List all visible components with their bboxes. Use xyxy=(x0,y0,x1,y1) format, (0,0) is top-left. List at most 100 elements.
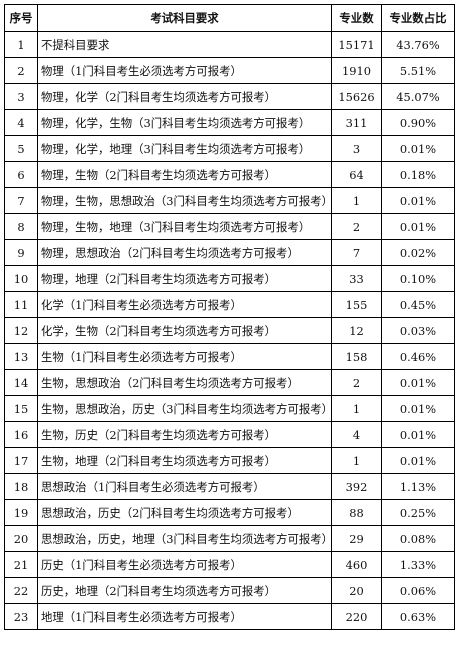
major-count-cell: 460 xyxy=(331,551,382,578)
row-index-cell: 21 xyxy=(4,551,38,578)
major-count-cell: 64 xyxy=(331,161,382,188)
subject-requirement-cell: 物理，地理（2门科目考生均须选考方可报考） xyxy=(37,265,332,292)
header-major-ratio: 专业数占比 xyxy=(381,4,455,32)
table-row: 2 物理（1门科目考生必须选考方可报考） 1910 5.51% xyxy=(4,57,455,84)
major-count-cell: 33 xyxy=(331,265,382,292)
major-ratio-cell: 0.18% xyxy=(381,161,455,188)
major-count-cell: 1 xyxy=(331,395,382,422)
subject-requirement-cell: 生物，思想政治（2门科目考生均须选考方可报考） xyxy=(37,369,332,396)
subject-requirement-cell: 物理，化学，地理（3门科目考生均须选考方可报考） xyxy=(37,135,332,162)
major-ratio-cell: 0.03% xyxy=(381,317,455,344)
table-row: 11 化学（1门科目考生必须选考方可报考） 155 0.45% xyxy=(4,291,455,318)
row-index-cell: 10 xyxy=(4,265,38,292)
row-index-cell: 7 xyxy=(4,187,38,214)
subject-requirement-cell: 物理（1门科目考生必须选考方可报考） xyxy=(37,57,332,84)
subject-requirement-cell: 物理，思想政治（2门科目考生均须选考方可报考） xyxy=(37,239,332,266)
row-index-cell: 15 xyxy=(4,395,38,422)
table-row: 15 生物，思想政治，历史（3门科目考生均须选考方可报考） 1 0.01% xyxy=(4,395,455,422)
major-count-cell: 15626 xyxy=(331,83,382,110)
subject-requirement-cell: 物理，化学（2门科目考生均须选考方可报考） xyxy=(37,83,332,110)
major-count-cell: 311 xyxy=(331,109,382,136)
table-row: 13 生物（1门科目考生必须选考方可报考） 158 0.46% xyxy=(4,343,455,370)
major-ratio-cell: 0.08% xyxy=(381,525,455,552)
major-ratio-cell: 0.01% xyxy=(381,213,455,240)
table-row: 20 思想政治，历史，地理（3门科目考生均须选考方可报考） 29 0.08% xyxy=(4,525,455,552)
table-row: 10 物理，地理（2门科目考生均须选考方可报考） 33 0.10% xyxy=(4,265,455,292)
row-index-cell: 18 xyxy=(4,473,38,500)
major-count-cell: 15171 xyxy=(331,31,382,58)
row-index-cell: 19 xyxy=(4,499,38,526)
row-index-cell: 5 xyxy=(4,135,38,162)
table-row: 5 物理，化学，地理（3门科目考生均须选考方可报考） 3 0.01% xyxy=(4,135,455,162)
major-ratio-cell: 0.45% xyxy=(381,291,455,318)
document-page: 序号 考试科目要求 专业数 专业数占比 1 不提科目要求 15171 43.76% 2 物… xyxy=(4,4,455,630)
table-row: 6 物理，生物（2门科目考生均须选考方可报考） 64 0.18% xyxy=(4,161,455,188)
major-count-cell: 20 xyxy=(331,577,382,604)
row-index-cell: 2 xyxy=(4,57,38,84)
row-index-cell: 16 xyxy=(4,421,38,448)
major-count-cell: 4 xyxy=(331,421,382,448)
major-count-cell: 88 xyxy=(331,499,382,526)
subject-requirement-cell: 生物，历史（2门科目考生均须选考方可报考） xyxy=(37,421,332,448)
row-index-cell: 12 xyxy=(4,317,38,344)
major-ratio-cell: 0.63% xyxy=(381,603,455,630)
row-index-cell: 17 xyxy=(4,447,38,474)
table-row: 9 物理，思想政治（2门科目考生均须选考方可报考） 7 0.02% xyxy=(4,239,455,266)
row-index-cell: 11 xyxy=(4,291,38,318)
row-index-cell: 14 xyxy=(4,369,38,396)
table-row: 16 生物，历史（2门科目考生均须选考方可报考） 4 0.01% xyxy=(4,421,455,448)
major-ratio-cell: 0.01% xyxy=(381,395,455,422)
subject-requirement-cell: 地理（1门科目考生必须选考方可报考） xyxy=(37,603,332,630)
major-count-cell: 12 xyxy=(331,317,382,344)
table-row: 17 生物，地理（2门科目考生均须选考方可报考） 1 0.01% xyxy=(4,447,455,474)
table-row: 7 物理，生物，思想政治（3门科目考生均须选考方可报考） 1 0.01% xyxy=(4,187,455,214)
major-count-cell: 1910 xyxy=(331,57,382,84)
major-count-cell: 3 xyxy=(331,135,382,162)
major-ratio-cell: 0.10% xyxy=(381,265,455,292)
table-row: 14 生物，思想政治（2门科目考生均须选考方可报考） 2 0.01% xyxy=(4,369,455,396)
major-count-cell: 29 xyxy=(331,525,382,552)
major-ratio-cell: 0.01% xyxy=(381,369,455,396)
major-ratio-cell: 0.01% xyxy=(381,421,455,448)
row-index-cell: 3 xyxy=(4,83,38,110)
major-count-cell: 7 xyxy=(331,239,382,266)
subject-requirements-table: 序号 考试科目要求 专业数 专业数占比 1 不提科目要求 15171 43.76% 2 物… xyxy=(4,4,455,630)
major-ratio-cell: 1.33% xyxy=(381,551,455,578)
subject-requirement-cell: 历史，地理（2门科目考生均须选考方可报考） xyxy=(37,577,332,604)
table-row: 3 物理，化学（2门科目考生均须选考方可报考） 15626 45.07% xyxy=(4,83,455,110)
major-ratio-cell: 0.01% xyxy=(381,187,455,214)
subject-requirement-cell: 思想政治，历史，地理（3门科目考生均须选考方可报考） xyxy=(37,525,332,552)
major-count-cell: 1 xyxy=(331,187,382,214)
subject-requirement-cell: 历史（1门科目考生必须选考方可报考） xyxy=(37,551,332,578)
major-ratio-cell: 45.07% xyxy=(381,83,455,110)
table-body: 1 不提科目要求 15171 43.76% 2 物理（1门科目考生必须选考方可报考） 191… xyxy=(4,31,455,630)
table-row: 4 物理，化学，生物（3门科目考生均须选考方可报考） 311 0.90% xyxy=(4,109,455,136)
row-index-cell: 6 xyxy=(4,161,38,188)
row-index-cell: 23 xyxy=(4,603,38,630)
table-row: 22 历史，地理（2门科目考生均须选考方可报考） 20 0.06% xyxy=(4,577,455,604)
major-count-cell: 158 xyxy=(331,343,382,370)
major-count-cell: 2 xyxy=(331,369,382,396)
subject-requirement-cell: 物理，化学，生物（3门科目考生均须选考方可报考） xyxy=(37,109,332,136)
subject-requirement-cell: 生物，思想政治，历史（3门科目考生均须选考方可报考） xyxy=(37,395,332,422)
row-index-cell: 1 xyxy=(4,31,38,58)
major-count-cell: 2 xyxy=(331,213,382,240)
major-ratio-cell: 0.90% xyxy=(381,109,455,136)
table-row: 8 物理，生物，地理（3门科目考生均须选考方可报考） 2 0.01% xyxy=(4,213,455,240)
row-index-cell: 9 xyxy=(4,239,38,266)
table-row: 19 思想政治，历史（2门科目考生均须选考方可报考） 88 0.25% xyxy=(4,499,455,526)
major-count-cell: 155 xyxy=(331,291,382,318)
major-count-cell: 392 xyxy=(331,473,382,500)
subject-requirement-cell: 物理，生物，地理（3门科目考生均须选考方可报考） xyxy=(37,213,332,240)
major-ratio-cell: 43.76% xyxy=(381,31,455,58)
major-ratio-cell: 1.13% xyxy=(381,473,455,500)
major-ratio-cell: 0.01% xyxy=(381,447,455,474)
subject-requirement-cell: 物理，生物（2门科目考生均须选考方可报考） xyxy=(37,161,332,188)
subject-requirement-cell: 思想政治（1门科目考生必须选考方可报考） xyxy=(37,473,332,500)
subject-requirement-cell: 物理，生物，思想政治（3门科目考生均须选考方可报考） xyxy=(37,187,332,214)
subject-requirement-cell: 生物，地理（2门科目考生均须选考方可报考） xyxy=(37,447,332,474)
row-index-cell: 4 xyxy=(4,109,38,136)
subject-requirement-cell: 化学，生物（2门科目考生均须选考方可报考） xyxy=(37,317,332,344)
row-index-cell: 20 xyxy=(4,525,38,552)
header-subject-requirement: 考试科目要求 xyxy=(37,4,332,32)
